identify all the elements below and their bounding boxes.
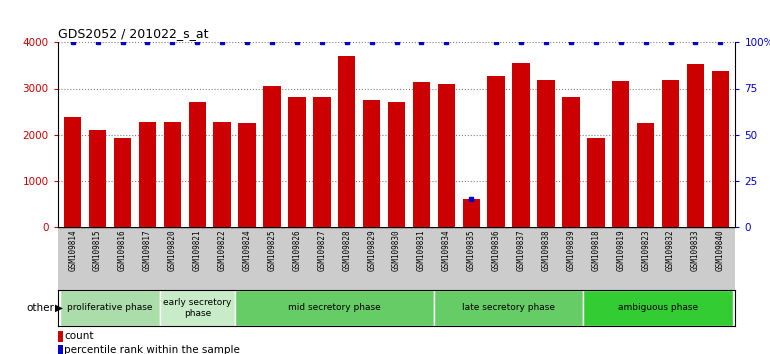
Text: GSM109815: GSM109815 [93, 229, 102, 271]
Text: GSM109840: GSM109840 [716, 229, 725, 271]
Bar [313, 97, 330, 227]
Text: early secretory
phase: early secretory phase [163, 298, 232, 318]
Text: GSM109837: GSM109837 [517, 229, 526, 271]
Text: ▶: ▶ [55, 303, 63, 313]
Bar [584, 290, 733, 326]
Text: GSM109826: GSM109826 [293, 229, 301, 271]
Text: GSM109827: GSM109827 [317, 229, 326, 271]
Text: ambiguous phase: ambiguous phase [618, 303, 698, 313]
Text: GSM109828: GSM109828 [342, 229, 351, 271]
Text: percentile rank within the sample: percentile rank within the sample [64, 346, 240, 354]
Bar [463, 199, 480, 227]
Bar [711, 70, 729, 227]
Text: GDS2052 / 201022_s_at: GDS2052 / 201022_s_at [58, 27, 208, 40]
Text: GSM109831: GSM109831 [417, 229, 426, 271]
Text: GSM109814: GSM109814 [69, 229, 77, 271]
Bar [189, 102, 206, 227]
Bar [363, 99, 380, 227]
Bar [487, 76, 505, 227]
Text: GSM109822: GSM109822 [218, 229, 226, 271]
Bar [288, 97, 306, 227]
Text: late secretory phase: late secretory phase [462, 303, 555, 313]
Bar [562, 97, 580, 227]
Text: GSM109830: GSM109830 [392, 229, 401, 271]
Bar [89, 130, 106, 227]
Text: GSM109820: GSM109820 [168, 229, 177, 271]
Bar [263, 86, 281, 227]
Text: GSM109833: GSM109833 [691, 229, 700, 271]
Bar [662, 80, 679, 227]
Bar [388, 102, 405, 227]
Bar [235, 290, 434, 326]
Bar [413, 81, 430, 227]
Bar [64, 117, 82, 227]
Bar [687, 64, 705, 227]
Text: GSM109816: GSM109816 [118, 229, 127, 271]
Bar [537, 80, 554, 227]
Bar [612, 81, 629, 227]
Text: GSM109819: GSM109819 [616, 229, 625, 271]
Bar [60, 290, 160, 326]
Text: GSM109838: GSM109838 [541, 229, 551, 271]
Bar [213, 122, 231, 227]
Text: mid secretory phase: mid secretory phase [288, 303, 380, 313]
Bar [338, 56, 356, 227]
Text: GSM109836: GSM109836 [492, 229, 501, 271]
Text: GSM109824: GSM109824 [243, 229, 252, 271]
Bar [437, 84, 455, 227]
Text: GSM109834: GSM109834 [442, 229, 451, 271]
Bar [637, 124, 654, 227]
Bar [512, 63, 530, 227]
Text: GSM109821: GSM109821 [192, 229, 202, 271]
Text: GSM109823: GSM109823 [641, 229, 650, 271]
Bar [114, 138, 131, 227]
Text: GSM109832: GSM109832 [666, 229, 675, 271]
Text: proliferative phase: proliferative phase [67, 303, 152, 313]
Bar [139, 122, 156, 227]
Text: GSM109817: GSM109817 [143, 229, 152, 271]
Bar [239, 123, 256, 227]
Text: GSM109839: GSM109839 [567, 229, 575, 271]
Bar [587, 138, 604, 227]
Bar [163, 122, 181, 227]
Text: GSM109825: GSM109825 [267, 229, 276, 271]
Text: GSM109835: GSM109835 [467, 229, 476, 271]
Text: GSM109818: GSM109818 [591, 229, 601, 271]
Bar [434, 290, 584, 326]
Bar [160, 290, 235, 326]
Text: other: other [26, 303, 54, 313]
Text: count: count [64, 331, 94, 341]
Text: GSM109829: GSM109829 [367, 229, 376, 271]
